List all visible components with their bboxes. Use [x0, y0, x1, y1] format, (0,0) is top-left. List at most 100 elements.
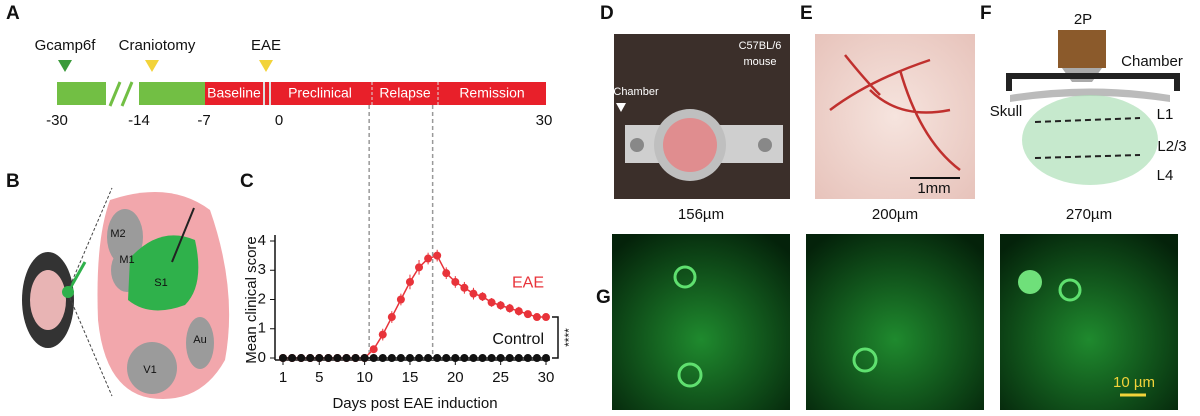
data-point	[396, 295, 405, 304]
x-tick-label: 25	[492, 369, 509, 386]
data-point	[433, 354, 442, 362]
timeline-tick: -7	[197, 112, 210, 129]
data-point	[460, 354, 469, 362]
mouse-photo	[614, 34, 790, 199]
data-point	[342, 354, 351, 362]
region-label: M1	[119, 254, 134, 266]
data-point	[369, 345, 378, 354]
schematic-label: Skull	[990, 103, 1023, 120]
data-point	[451, 277, 460, 286]
data-point	[478, 292, 487, 301]
schematic-label: 2P	[1074, 11, 1092, 28]
photo-label: mouse	[743, 56, 776, 68]
data-point	[306, 354, 315, 362]
y-tick-label: 0	[258, 349, 266, 366]
schematic	[1006, 30, 1180, 185]
data-point	[297, 354, 306, 362]
data-point	[378, 354, 387, 362]
depth-label: 200µm	[872, 206, 918, 223]
panel-letter: G	[596, 287, 611, 308]
data-point	[415, 263, 424, 272]
timeline-tick: -14	[128, 112, 150, 129]
data-point	[505, 354, 514, 362]
brain-map	[22, 187, 230, 399]
y-tick-label: 3	[258, 261, 266, 278]
data-point	[514, 354, 523, 362]
data-point	[523, 354, 532, 362]
x-tick-label: 15	[402, 369, 419, 386]
scale-label: 1mm	[917, 180, 950, 197]
data-point	[333, 354, 342, 362]
data-point	[279, 354, 287, 362]
data-point	[532, 313, 541, 322]
schematic-label: Chamber	[1121, 53, 1183, 70]
phase-label: Baseline	[207, 85, 261, 101]
data-point	[460, 283, 469, 292]
region-label: Au	[193, 334, 206, 346]
region-label: M2	[110, 228, 125, 240]
y-axis-label: Mean clinical score	[243, 236, 260, 364]
event-label: Gcamp6f	[35, 37, 97, 54]
series-label: Control	[492, 331, 544, 348]
data-point	[532, 354, 541, 362]
data-point	[315, 354, 324, 362]
panel-letter: A	[6, 3, 20, 24]
region-label: S1	[154, 277, 167, 289]
depth-label: 270µm	[1066, 206, 1112, 223]
data-point	[496, 354, 505, 362]
data-point	[487, 354, 496, 362]
significance-bracket	[552, 316, 559, 359]
scale-label: 10 µm	[1113, 374, 1155, 391]
phase-label: Preclinical	[288, 85, 352, 101]
event-label: Craniotomy	[119, 37, 196, 54]
photo-label: Chamber	[613, 86, 659, 98]
data-point	[351, 354, 360, 362]
data-point	[514, 307, 523, 316]
data-point	[387, 354, 396, 362]
data-point	[469, 354, 478, 362]
schematic-label: L4	[1157, 167, 1174, 184]
timeline	[57, 60, 546, 107]
phase-label: Remission	[459, 85, 524, 101]
data-point	[478, 354, 487, 362]
data-point	[424, 354, 433, 362]
vessel-photo	[815, 34, 975, 199]
phase-label: Relapse	[379, 85, 431, 101]
data-point	[451, 354, 460, 362]
data-point	[505, 304, 514, 313]
region-label: V1	[143, 364, 156, 376]
data-point	[396, 354, 405, 362]
timeline-tick: 0	[275, 112, 283, 129]
panel-letter: D	[600, 3, 614, 24]
data-point	[415, 354, 424, 362]
data-point	[442, 269, 451, 278]
y-tick-label: 1	[258, 320, 266, 337]
data-point	[378, 330, 387, 339]
data-point	[369, 354, 378, 362]
data-point	[496, 301, 505, 310]
data-point	[442, 354, 451, 362]
x-tick-label: 1	[279, 369, 287, 386]
data-point	[288, 354, 297, 362]
panel-letter: E	[800, 3, 813, 24]
depth-label: 156µm	[678, 206, 724, 223]
panel-letter: C	[240, 171, 254, 192]
schematic-label: L2/3	[1157, 138, 1186, 155]
data-point	[523, 310, 532, 319]
y-tick-label: 2	[258, 290, 266, 307]
event-label: EAE	[251, 37, 281, 54]
data-point	[433, 251, 442, 260]
x-axis-label: Days post EAE induction	[332, 395, 497, 412]
x-tick-label: 10	[356, 369, 373, 386]
y-tick-label: 4	[258, 232, 266, 249]
data-point	[424, 254, 433, 263]
data-point	[487, 298, 496, 307]
imaging-panels	[612, 234, 1178, 410]
timeline-tick: 30	[536, 112, 553, 129]
x-tick-label: 20	[447, 369, 464, 386]
significance-label: ****	[562, 328, 576, 347]
series-label: EAE	[512, 274, 544, 291]
data-point	[542, 313, 550, 322]
